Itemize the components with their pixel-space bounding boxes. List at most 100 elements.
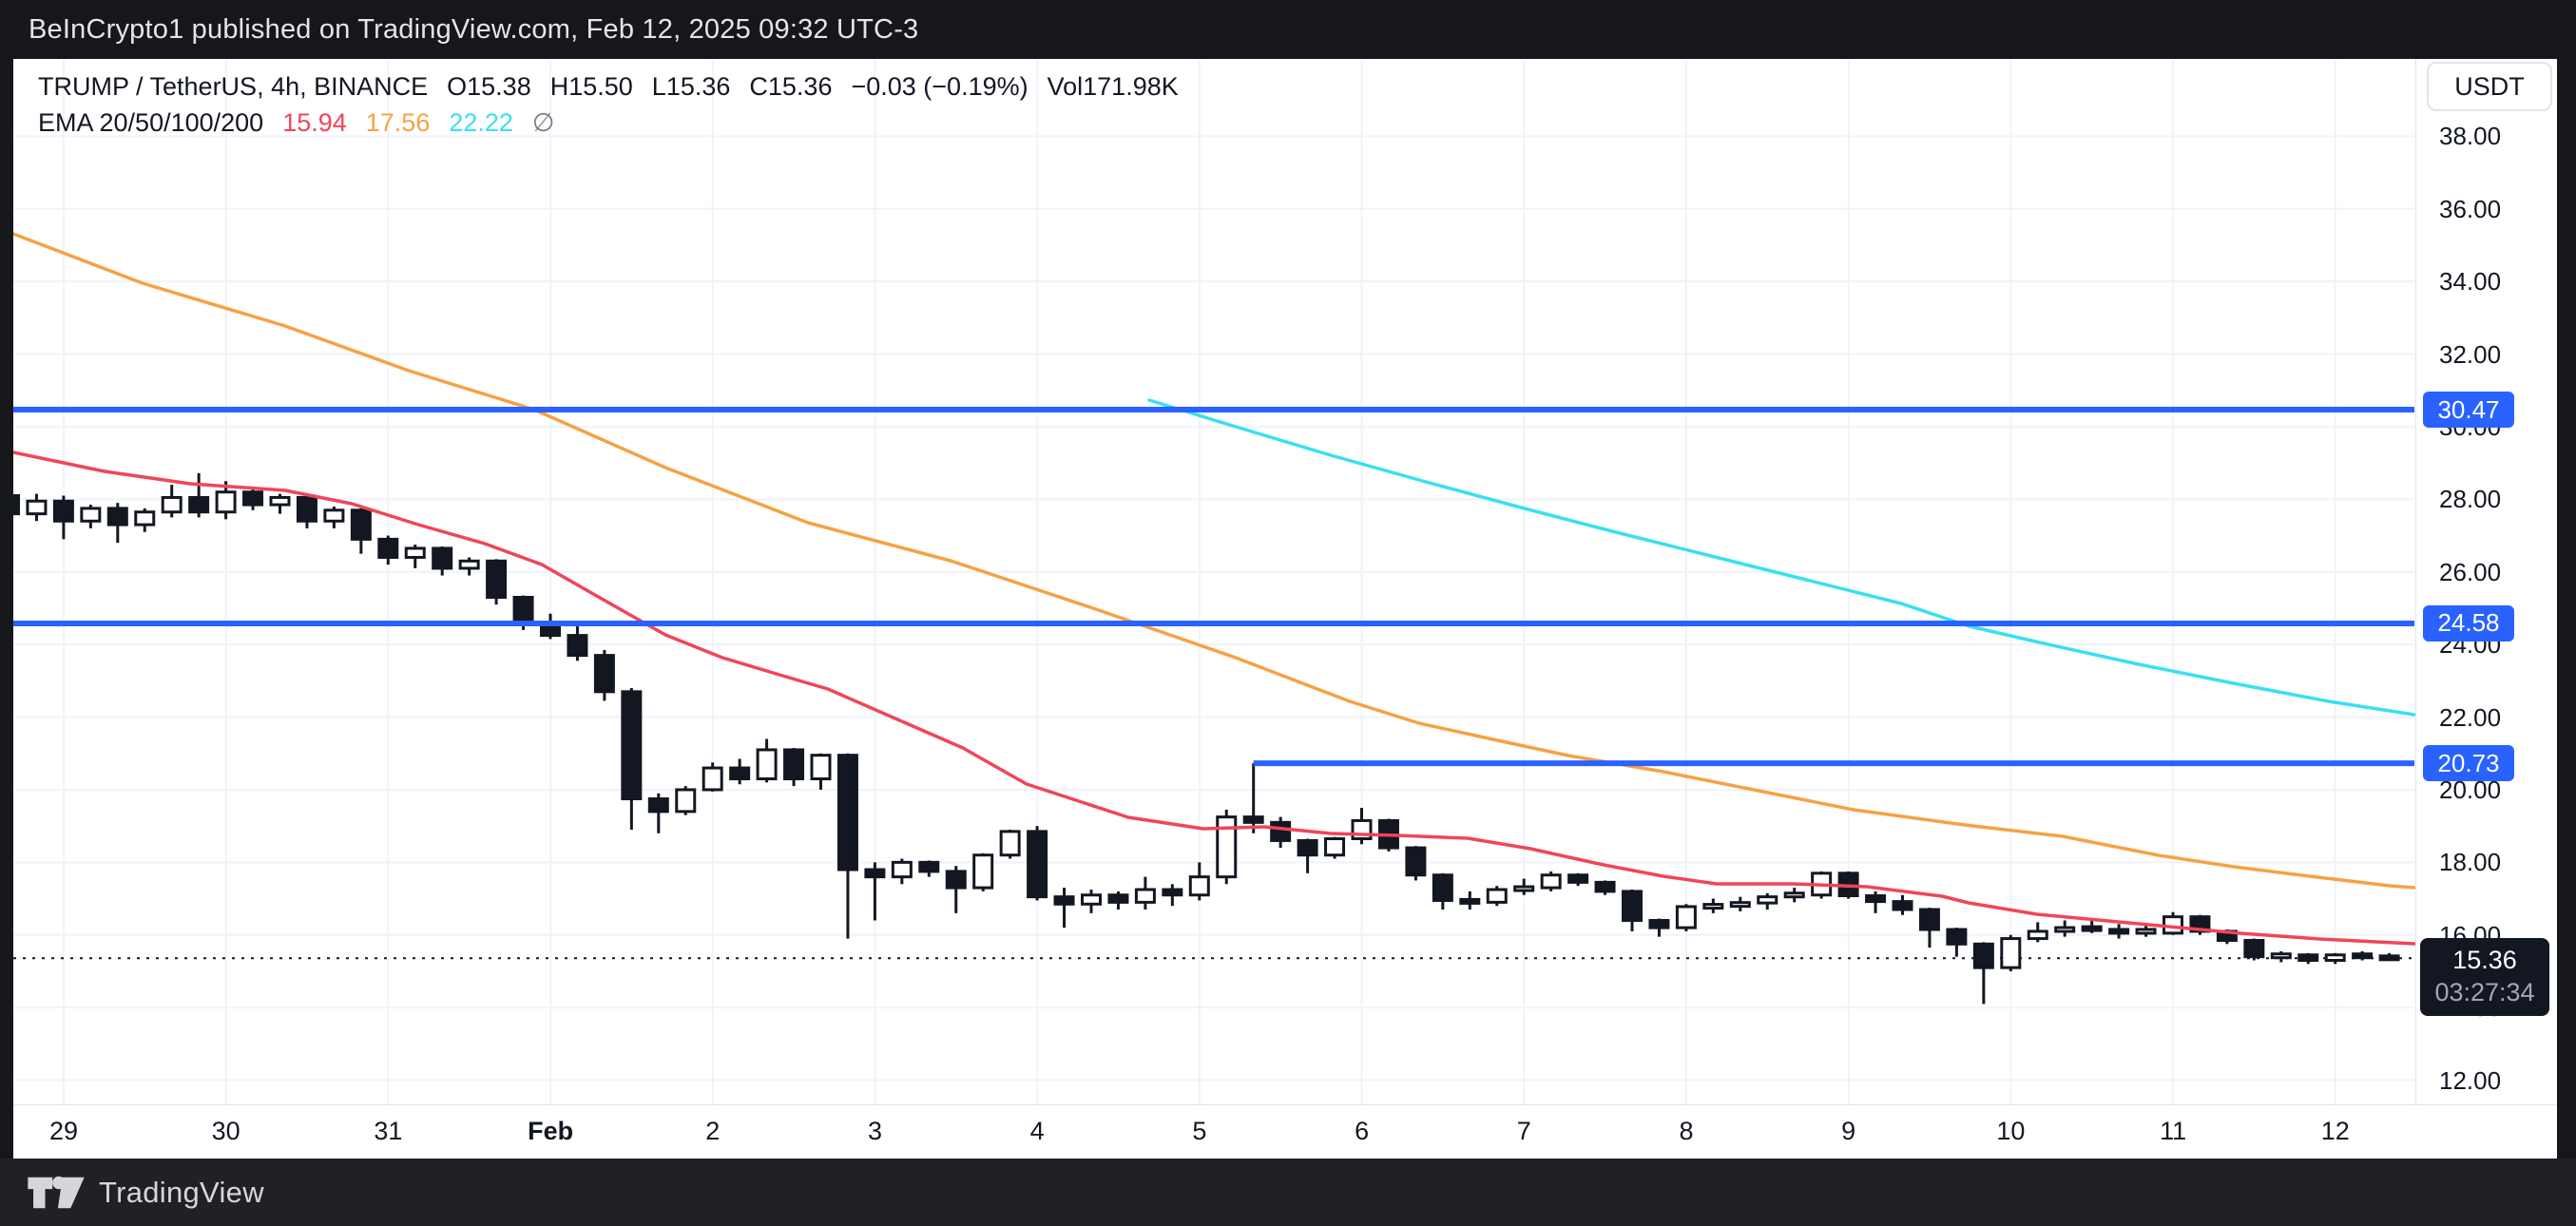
candle-body[interactable] [2054, 926, 2076, 933]
candle-body[interactable] [945, 870, 967, 890]
candle-body[interactable] [1622, 890, 1643, 922]
candle-body[interactable] [242, 490, 264, 507]
candle-body[interactable] [1892, 900, 1913, 911]
candle-body[interactable] [1946, 928, 1968, 946]
time-axis-label: 8 [1679, 1117, 1694, 1145]
candle-body[interactable] [2108, 928, 2130, 935]
candle-body[interactable] [1729, 901, 1751, 909]
candle-body[interactable] [1081, 893, 1102, 906]
candle-body[interactable] [1134, 888, 1156, 904]
candlestick-chart[interactable] [13, 59, 2415, 1104]
candle-body[interactable] [1918, 908, 1940, 931]
candle-body[interactable] [675, 788, 697, 814]
candle-body[interactable] [1297, 838, 1318, 857]
candle-body[interactable] [1757, 895, 1778, 905]
candle-body[interactable] [296, 495, 317, 523]
candle-body[interactable] [1216, 815, 1238, 879]
candle-body[interactable] [1567, 873, 1589, 884]
symbol-title[interactable]: TRUMP / TetherUS, 4h, BINANCE [38, 71, 429, 101]
tradingview-logo-icon[interactable] [27, 1172, 86, 1214]
candle-body[interactable] [269, 495, 291, 507]
candle-body[interactable] [1405, 846, 1427, 877]
candle-body[interactable] [729, 766, 751, 780]
candle-body[interactable] [458, 559, 480, 570]
candle-body[interactable] [1865, 893, 1887, 904]
candle-body[interactable] [972, 853, 994, 890]
candle-body[interactable] [999, 830, 1021, 857]
candle-body[interactable] [593, 654, 615, 694]
candle-body[interactable] [1648, 918, 1670, 929]
candle-body[interactable] [810, 754, 832, 780]
candle-body[interactable] [1053, 895, 1075, 906]
tradingview-wordmark[interactable]: TradingView [99, 1175, 264, 1209]
candle-body[interactable] [377, 537, 399, 559]
chart-area[interactable] [13, 59, 2557, 1159]
candle-body[interactable] [702, 766, 723, 792]
candle-body[interactable] [836, 754, 858, 872]
candle-body[interactable] [2135, 928, 2157, 935]
candle-body[interactable] [2000, 937, 2022, 969]
candle-body[interactable] [647, 797, 669, 814]
candle-body[interactable] [26, 499, 48, 516]
candle-body[interactable] [1324, 837, 1346, 857]
candle-body[interactable] [783, 748, 805, 780]
candle-body[interactable] [134, 510, 156, 527]
currency-toggle-button[interactable]: USDT [2427, 62, 2552, 111]
ema-legend-row[interactable]: EMA 20/50/100/200 15.94 17.56 22.22 ∅ [38, 106, 1179, 139]
candle-body[interactable] [2081, 925, 2103, 932]
candle-body[interactable] [567, 634, 588, 658]
ema20-line [13, 450, 2415, 946]
candle-body[interactable] [1270, 820, 1292, 842]
ema50-value: 17.56 [365, 107, 431, 137]
candle-body[interactable] [52, 499, 74, 523]
ema100-value: 22.22 [449, 107, 513, 137]
candle-body[interactable] [918, 860, 940, 873]
candle-body[interactable] [1027, 830, 1048, 899]
candle-body[interactable] [432, 546, 453, 570]
candle-body[interactable] [323, 508, 345, 523]
symbol-legend-row[interactable]: TRUMP / TetherUS, 4h, BINANCE O15.38 H15… [38, 70, 1179, 103]
candle-body[interactable] [1702, 903, 1724, 910]
candle-body[interactable] [2297, 953, 2319, 962]
candle-body[interactable] [1972, 942, 1994, 969]
candle-body[interactable] [404, 546, 426, 559]
price-axis[interactable]: USDT 38.0036.0034.0032.0030.0028.0026.00… [2415, 59, 2558, 1159]
candle-body[interactable] [1675, 905, 1697, 929]
candle-body[interactable] [2027, 929, 2048, 941]
candle-body[interactable] [1783, 891, 1805, 899]
candle-body[interactable] [2324, 953, 2346, 962]
candle-body[interactable] [1513, 885, 1535, 892]
price-tick-label: 18.00 [2439, 848, 2502, 877]
candle-body[interactable] [1540, 873, 1562, 890]
time-axis[interactable]: 29 30 31 Feb 2 3 4 5 6 7 8 9 10 11 12 [13, 1104, 2557, 1159]
candle-body[interactable] [80, 507, 102, 523]
candle-body[interactable] [1459, 897, 1481, 905]
candle-body[interactable] [13, 494, 20, 516]
candle-body[interactable] [1432, 873, 1453, 902]
candle-body[interactable] [215, 490, 237, 514]
ohlc-high: H15.50 [549, 71, 633, 101]
candle-body[interactable] [1486, 888, 1508, 904]
candle-body[interactable] [756, 748, 778, 780]
candle-body[interactable] [106, 507, 128, 527]
candle-body[interactable] [512, 595, 534, 624]
candle-body[interactable] [1107, 893, 1129, 904]
candle-body[interactable] [891, 860, 913, 879]
candle-body[interactable] [161, 495, 183, 514]
candle-body[interactable] [2243, 938, 2265, 959]
candle-body[interactable] [864, 868, 886, 879]
ema-indicator-title[interactable]: EMA 20/50/100/200 [38, 107, 264, 137]
right-frame-strip [2557, 59, 2576, 1159]
candle-body[interactable] [1594, 880, 1616, 893]
candle-body[interactable] [188, 495, 210, 514]
candle-body[interactable] [2270, 952, 2292, 960]
time-axis-label: 2 [705, 1117, 721, 1145]
candle-body[interactable] [486, 559, 508, 599]
candle-body[interactable] [2352, 952, 2374, 960]
candle-body[interactable] [621, 690, 643, 801]
candle-body[interactable] [350, 508, 372, 541]
candle-body[interactable] [2378, 954, 2400, 962]
candle-body[interactable] [1242, 815, 1264, 824]
candle-body[interactable] [1162, 888, 1183, 897]
candle-body[interactable] [1188, 875, 1210, 897]
